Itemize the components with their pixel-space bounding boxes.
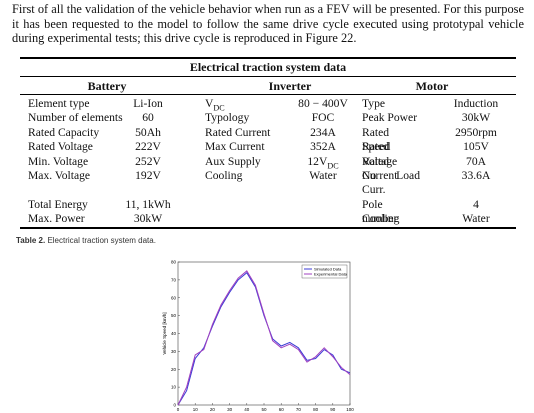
legend-label: Simulated Data [314, 267, 342, 272]
cell-sub: DC [327, 160, 339, 170]
cell-value: 192V [135, 169, 161, 182]
x-tick-label: 60 [279, 407, 285, 412]
table-title: Electrical traction system data [189, 60, 347, 74]
table-bottom-rule [20, 227, 516, 229]
x-tick-label: 90 [330, 407, 336, 412]
cell-value: Water [309, 169, 337, 182]
table-rule [20, 76, 516, 77]
cell-value: 4 [473, 197, 479, 211]
header-rule [20, 94, 516, 95]
y-tick-label: 70 [171, 277, 177, 282]
cell-value: 30kW [133, 212, 163, 226]
cell-main: V [205, 97, 214, 110]
cell-value: Induction [453, 97, 499, 110]
cell-label: Cooling [205, 169, 243, 182]
y-tick-label: 10 [171, 385, 177, 390]
cell-value: 30kW [461, 111, 491, 125]
legend-label: Experimental Data [314, 272, 348, 277]
cell-value: FOC [311, 111, 335, 125]
cell-value: 11, 1kWh [125, 197, 171, 211]
y-tick-label: 30 [171, 349, 177, 354]
cell-label: Rated Current [362, 154, 398, 182]
table-top-rule [20, 57, 516, 59]
cell-label: Type [362, 97, 386, 110]
cell-value: 105V [463, 140, 489, 154]
x-tick-label: 80 [313, 407, 319, 412]
cell-label: No Load Curr. [362, 169, 420, 197]
column-header: Motor [415, 79, 449, 93]
cell-label: Pole number [362, 197, 398, 226]
x-tick-label: 40 [244, 407, 250, 412]
plot-area [177, 261, 351, 406]
cell-label: Rated Capacity [28, 125, 100, 139]
x-tick-label: 70 [296, 407, 302, 412]
caption-label: Table 2. [16, 236, 46, 245]
cell-label: Rated Speed [362, 125, 391, 154]
cell-value: 352A [310, 140, 336, 154]
series-line [177, 270, 351, 406]
figure: 010203040506070800102030405060708090100t… [162, 260, 354, 413]
x-tick-label: 10 [193, 407, 199, 412]
cell-value: 80 − 400V [298, 97, 348, 110]
y-axis-label: Vehicle Speed [km/h] [162, 312, 167, 354]
cell-label: Total Energy [28, 197, 88, 211]
y-tick-label: 80 [171, 260, 177, 265]
cell-label: Cooling [362, 212, 400, 226]
cell-label: Number of elements [28, 111, 123, 125]
caption-text: Electrical traction system data. [47, 236, 156, 245]
cell-label: VDC [205, 97, 295, 116]
cell-label: Peak Power [362, 111, 418, 125]
x-tick-label: 20 [210, 407, 216, 412]
cell-value: 222V [135, 140, 161, 154]
cell-value: 60 [142, 111, 154, 125]
cell-value: 234A [310, 125, 336, 139]
cell-value: 2950rpm [455, 125, 497, 139]
cell-label: Rated Voltage [362, 140, 398, 168]
cell-label: Min. Voltage [28, 154, 89, 168]
cell-value: Li-Ion [133, 97, 163, 110]
cell-value: Water [462, 212, 490, 226]
cell-value: 50Ah [135, 125, 161, 139]
y-tick-label: 60 [171, 295, 177, 300]
cell-sub: DC [213, 103, 225, 113]
column-header: Battery [87, 79, 127, 93]
y-tick-label: 50 [171, 313, 177, 318]
x-tick-label: 100 [346, 407, 354, 412]
x-tick-label: 30 [227, 407, 233, 412]
cell-main: 12V [307, 154, 328, 168]
legend-box [301, 264, 348, 279]
cell-label: Max. Power [28, 212, 85, 226]
cell-label: Max Current [205, 140, 265, 154]
paragraph: First of all the validation of the vehic… [12, 2, 524, 46]
cell-value: 252V [135, 154, 161, 168]
y-tick-label: 0 [173, 403, 176, 408]
y-tick-label: 40 [171, 331, 177, 336]
x-tick-label: 50 [261, 407, 267, 412]
cell-label: Aux Supply [205, 154, 261, 168]
cell-value: 12VDC [278, 155, 368, 174]
cell-value: 33.6A [461, 169, 491, 182]
cell-label: Typology [205, 111, 250, 125]
caption: Table 2. Electrical traction system data… [16, 236, 156, 245]
y-tick-label: 20 [171, 367, 177, 372]
cell-label: Element type [28, 97, 90, 110]
x-tick-label: 0 [177, 407, 180, 412]
cell-value: 70A [466, 154, 486, 168]
cell-label: Rated Voltage [28, 140, 93, 154]
column-header: Inverter [268, 79, 312, 93]
cell-label: Max. Voltage [28, 169, 91, 182]
cell-label: Rated Current [205, 125, 271, 139]
